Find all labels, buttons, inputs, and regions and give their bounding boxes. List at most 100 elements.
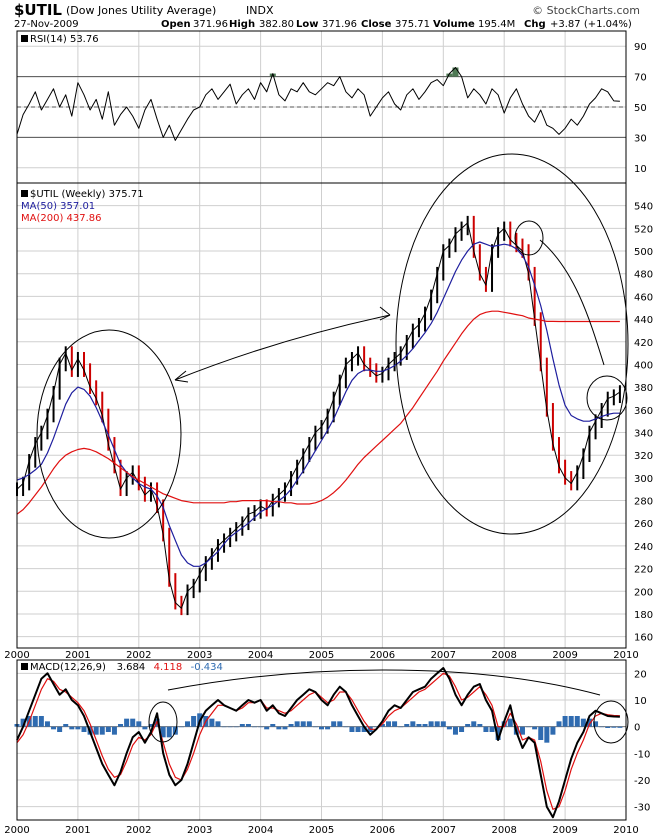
- macd-legend-label-1: 3.684: [117, 662, 146, 673]
- rsi-overbought-fill: [446, 73, 453, 77]
- price-x-tick-label: 2002: [126, 650, 151, 661]
- index-name: (Dow Jones Utility Average): [66, 4, 216, 17]
- macd-histogram-bar: [282, 726, 288, 730]
- price-tick-label: 460: [634, 292, 653, 303]
- macd-tick-label: -30: [634, 803, 650, 814]
- ohlc-chg-value: +3.87 (+1.04%): [550, 19, 632, 30]
- macd-histogram-bar: [379, 724, 385, 727]
- macd-histogram-bar: [258, 726, 264, 728]
- macd-histogram-bar: [446, 726, 452, 730]
- rsi-tick-label: 70: [634, 73, 647, 84]
- exchange-label: INDX: [246, 4, 274, 17]
- macd-histogram-bar: [452, 726, 458, 735]
- price-legend-icon: [21, 190, 28, 197]
- macd-histogram-bar: [93, 726, 99, 735]
- macd-legend-label-0: MACD(12,26,9): [30, 662, 106, 673]
- macd-histogram-bar: [185, 721, 191, 727]
- macd-histogram-bar: [44, 721, 50, 727]
- price-legend-label: $UTIL (Weekly) 375.71: [30, 189, 144, 200]
- price-tick-label: 480: [634, 270, 653, 281]
- macd-x-tick-label: 2006: [370, 825, 395, 836]
- x-axis-labels: 2000 2001 2002 2003 2004 2005 2006 2007 2008 2009…: [4, 650, 638, 836]
- macd-histogram-bar: [105, 726, 111, 732]
- rsi-panel: 10 30 50 70 90 RSI(14) 53.76: [16, 30, 647, 184]
- price-tick-label: 420: [634, 338, 653, 349]
- price-x-tick-label: 2001: [65, 650, 90, 661]
- macd-histogram-bar: [532, 726, 538, 730]
- price-x-tick-label: 2000: [4, 650, 29, 661]
- macd-histogram-bar: [410, 721, 416, 727]
- macd-histogram-bar: [166, 726, 172, 738]
- macd-histogram-bar: [38, 716, 44, 727]
- macd-histogram-bar: [538, 726, 544, 740]
- price-tick-label: 240: [634, 542, 653, 553]
- macd-histogram-bar: [264, 726, 270, 730]
- price-tick-label: 380: [634, 383, 653, 394]
- price-panel-frame: [16, 182, 627, 649]
- price-x-tick-label: 2005: [309, 650, 334, 661]
- macd-histogram-bar: [617, 726, 623, 728]
- macd-histogram-bar: [593, 721, 599, 727]
- symbol-title: $UTIL: [14, 1, 62, 19]
- price-tick-label: 220: [634, 565, 653, 576]
- macd-histogram-bar: [428, 721, 434, 727]
- macd-histogram-bar: [331, 721, 337, 727]
- macd-histogram-bar: [252, 726, 258, 728]
- annotation-ellipse-2001: [36, 329, 182, 539]
- macd-histogram-bar: [325, 726, 331, 730]
- macd-histogram-bar: [373, 726, 379, 728]
- macd-histogram-bar: [398, 726, 404, 728]
- annotation-arrow-curve: [174, 314, 391, 381]
- macd-histogram-bar: [392, 721, 398, 727]
- macd-histogram-bar: [337, 721, 343, 727]
- macd-histogram-bar: [459, 726, 465, 732]
- macd-annotation-ellipse-right: [593, 700, 629, 744]
- macd-legend-icon: [21, 663, 28, 670]
- chart-date: 27-Nov-2009: [14, 19, 79, 30]
- macd-x-tick-label: 2005: [309, 825, 334, 836]
- macd-histogram-bar: [51, 726, 57, 730]
- rsi-overbought-fill: [452, 67, 459, 77]
- macd-histogram-bar: [288, 724, 294, 727]
- macd-histogram-bar: [130, 718, 136, 727]
- ohlc-high-label: High: [229, 19, 255, 30]
- price-tick-label: 520: [634, 224, 653, 235]
- price-tick-label: 320: [634, 451, 653, 462]
- price-tick-label: 260: [634, 519, 653, 530]
- ma50-line: [16, 241, 620, 567]
- macd-histogram-bar: [574, 716, 580, 727]
- price-x-tick-label: 2003: [187, 650, 212, 661]
- macd-histogram-bar: [586, 718, 592, 727]
- price-tick-label: 280: [634, 497, 653, 508]
- macd-tick-label: -10: [634, 749, 650, 760]
- macd-histogram-bar: [245, 724, 251, 727]
- macd-histogram-bar: [191, 716, 197, 727]
- macd-histogram-bar: [471, 721, 477, 727]
- rsi-tick-label: 30: [634, 133, 647, 144]
- macd-histogram-bar: [477, 724, 483, 727]
- macd-histogram-bar: [489, 726, 495, 732]
- macd-panel: -30 -20 -10 0 10 20 MACD(12,26,9) 3.684 4.118 -0.…: [14, 659, 650, 821]
- macd-histogram-bar: [20, 718, 26, 727]
- macd-x-tick-label: 2003: [187, 825, 212, 836]
- macd-histogram-bar: [32, 716, 38, 727]
- macd-histogram-bar: [440, 721, 446, 727]
- rsi-line: [16, 67, 620, 141]
- ohlc-close-value: 375.71: [395, 19, 430, 30]
- macd-histogram-bar: [599, 726, 605, 728]
- macd-histogram-bar: [136, 721, 142, 727]
- macd-histogram-bar: [507, 718, 513, 727]
- ohlc-low-label: Low: [296, 19, 318, 30]
- annotation-ellipse-2007: [395, 153, 629, 535]
- watermark: © StockCharts.com: [532, 4, 640, 17]
- rsi-legend-label: RSI(14) 53.76: [30, 34, 99, 45]
- macd-histogram-bar: [276, 726, 282, 730]
- price-tick-label: 440: [634, 315, 653, 326]
- price-x-tick-label: 2007: [431, 650, 456, 661]
- macd-histogram-bar: [416, 724, 422, 727]
- ohlc-low-value: 371.96: [322, 19, 357, 30]
- macd-histogram-bar: [148, 724, 154, 727]
- macd-histogram-bar: [75, 726, 81, 730]
- macd-histogram-bar: [550, 726, 556, 735]
